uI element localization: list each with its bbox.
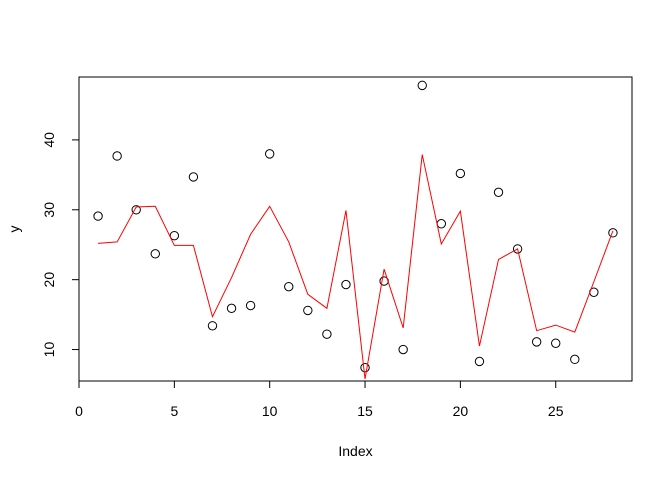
data-point	[512, 244, 523, 254]
y-tick-label: 20	[41, 272, 57, 288]
y-tick-label: 10	[41, 342, 57, 358]
data-point	[474, 356, 485, 367]
data-point	[188, 172, 199, 182]
fitted-line	[98, 154, 614, 379]
data-point	[322, 329, 332, 339]
x-tick-label: 5	[170, 403, 178, 419]
series-layer	[93, 80, 618, 379]
x-tick-label: 10	[262, 403, 278, 419]
x-tick-label: 0	[75, 403, 83, 419]
data-point	[455, 168, 466, 179]
x-tick-label: 15	[357, 403, 373, 419]
data-point	[93, 211, 103, 221]
y-axis: 10 20 30 40	[41, 132, 80, 358]
data-point	[551, 338, 561, 348]
data-point	[226, 303, 237, 314]
data-point	[150, 249, 160, 259]
data-point	[493, 187, 504, 198]
y-tick-label: 40	[41, 132, 57, 148]
data-point	[169, 230, 180, 241]
data-point	[608, 228, 618, 238]
data-point	[207, 321, 218, 331]
y-tick-label: 30	[41, 202, 57, 218]
data-point	[245, 300, 256, 311]
x-tick-label: 25	[548, 403, 564, 419]
y-axis-label: y	[6, 226, 22, 233]
data-point	[436, 219, 447, 229]
x-axis: 0 5 10 15 20 25	[75, 380, 564, 419]
data-point	[398, 344, 408, 355]
data-point	[264, 149, 275, 159]
data-point	[284, 281, 294, 292]
data-point	[531, 337, 542, 347]
data-point	[341, 279, 351, 290]
data-point	[360, 363, 370, 373]
x-axis-label: Index	[338, 443, 372, 459]
x-tick-label: 20	[453, 403, 469, 419]
data-point	[417, 80, 427, 91]
data-point	[303, 305, 313, 316]
data-point	[570, 354, 580, 365]
data-point	[112, 151, 122, 161]
plot-frame	[78, 76, 633, 382]
data-point	[131, 205, 141, 215]
